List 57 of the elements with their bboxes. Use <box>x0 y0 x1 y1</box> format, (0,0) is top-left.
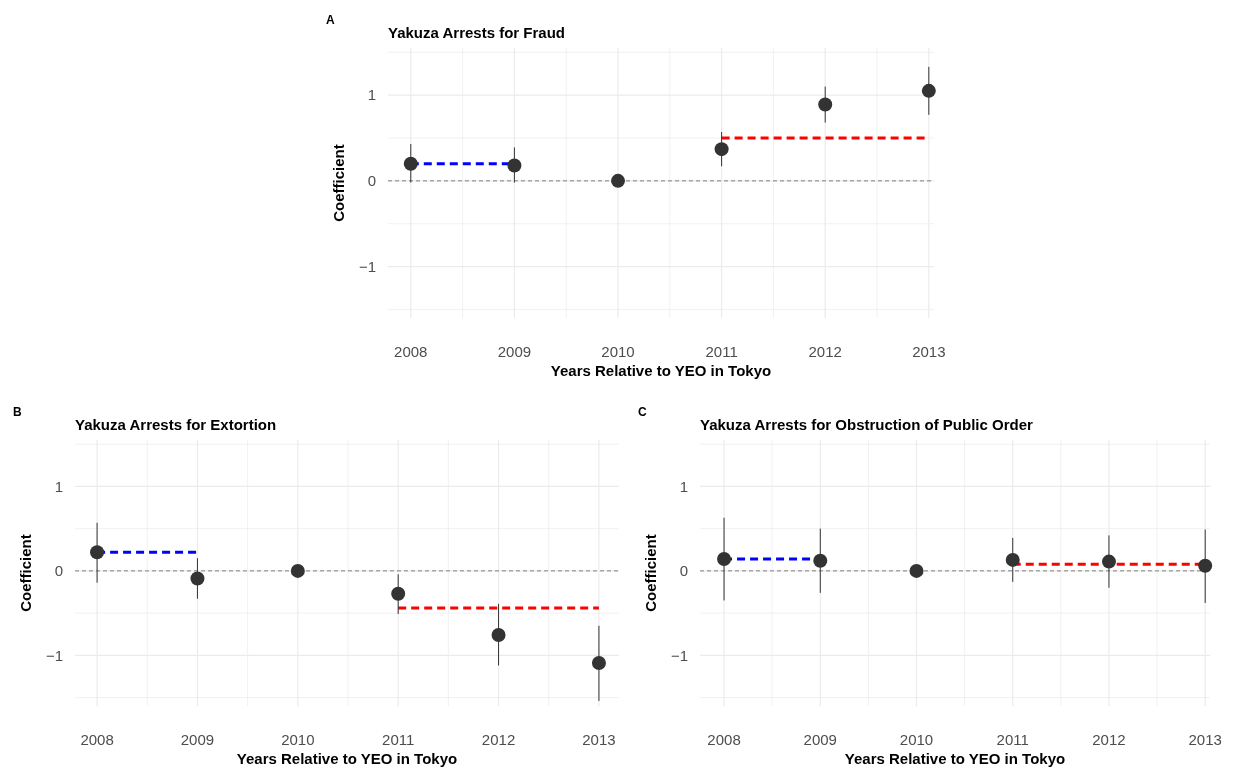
point <box>290 563 305 578</box>
x-tick-label: 2012 <box>1092 731 1126 748</box>
chart-title: Yakuza Arrests for Obstruction of Public Order <box>700 416 1034 433</box>
point <box>591 655 606 670</box>
x-tick-label: 2008 <box>707 731 741 748</box>
y-tick-label: 1 <box>367 86 376 104</box>
point <box>1198 558 1213 573</box>
point <box>391 586 406 601</box>
point <box>714 142 729 157</box>
x-tick-label: 2010 <box>899 731 934 748</box>
y-tick-label: 0 <box>367 172 376 190</box>
x-tick-label: 2013 <box>1188 731 1222 748</box>
x-tick-label: 2010 <box>601 343 635 360</box>
text: A <box>326 13 335 27</box>
text: B <box>13 405 22 419</box>
y-axis-title: Coefficient <box>17 534 34 612</box>
chart-title: Yakuza Arrests for Fraud <box>388 24 566 41</box>
y-tick-label: −1 <box>670 646 688 664</box>
point <box>403 156 418 171</box>
y-tick-label: 1 <box>679 477 688 495</box>
x-tick-label: 2008 <box>80 731 114 748</box>
x-tick-label: 2009 <box>180 731 215 748</box>
y-tick-label: −1 <box>45 646 63 664</box>
point <box>813 553 828 568</box>
text: C <box>638 405 647 419</box>
point <box>1101 554 1116 569</box>
point <box>90 545 105 560</box>
point <box>491 628 506 643</box>
x-axis-title: Years Relative to YEO in Tokyo <box>844 750 1066 767</box>
y-axis-title: Coefficient <box>330 144 347 222</box>
x-tick-label: 2009 <box>803 731 837 748</box>
x-tick-label: 2011 <box>382 731 415 748</box>
y-tick-label: 1 <box>54 477 63 495</box>
x-tick-label: 2008 <box>394 343 428 360</box>
x-axis-title: Years Relative to YEO in Tokyo <box>236 750 458 767</box>
y-tick-label: 0 <box>679 562 688 580</box>
point <box>818 97 833 112</box>
x-tick-label: 2012 <box>481 731 516 748</box>
chart-title: Yakuza Arrests for Extortion <box>75 416 277 433</box>
y-axis-title: Coefficient <box>642 534 659 612</box>
y-tick-label: −1 <box>358 257 376 275</box>
x-tick-label: 2011 <box>705 343 738 360</box>
y-tick-label: 0 <box>54 562 63 580</box>
x-tick-label: 2013 <box>912 343 946 360</box>
point <box>909 563 924 578</box>
point <box>1005 552 1020 567</box>
x-tick-label: 2009 <box>497 343 532 360</box>
x-tick-label: 2013 <box>582 731 616 748</box>
point <box>507 158 522 173</box>
point <box>190 571 205 586</box>
point <box>611 173 625 188</box>
point <box>921 83 936 98</box>
point <box>717 552 732 567</box>
x-tick-label: 2011 <box>996 731 1029 748</box>
x-tick-label: 2010 <box>281 731 315 748</box>
x-tick-label: 2012 <box>808 343 842 360</box>
x-axis-title: Years Relative to YEO in Tokyo <box>550 362 772 379</box>
